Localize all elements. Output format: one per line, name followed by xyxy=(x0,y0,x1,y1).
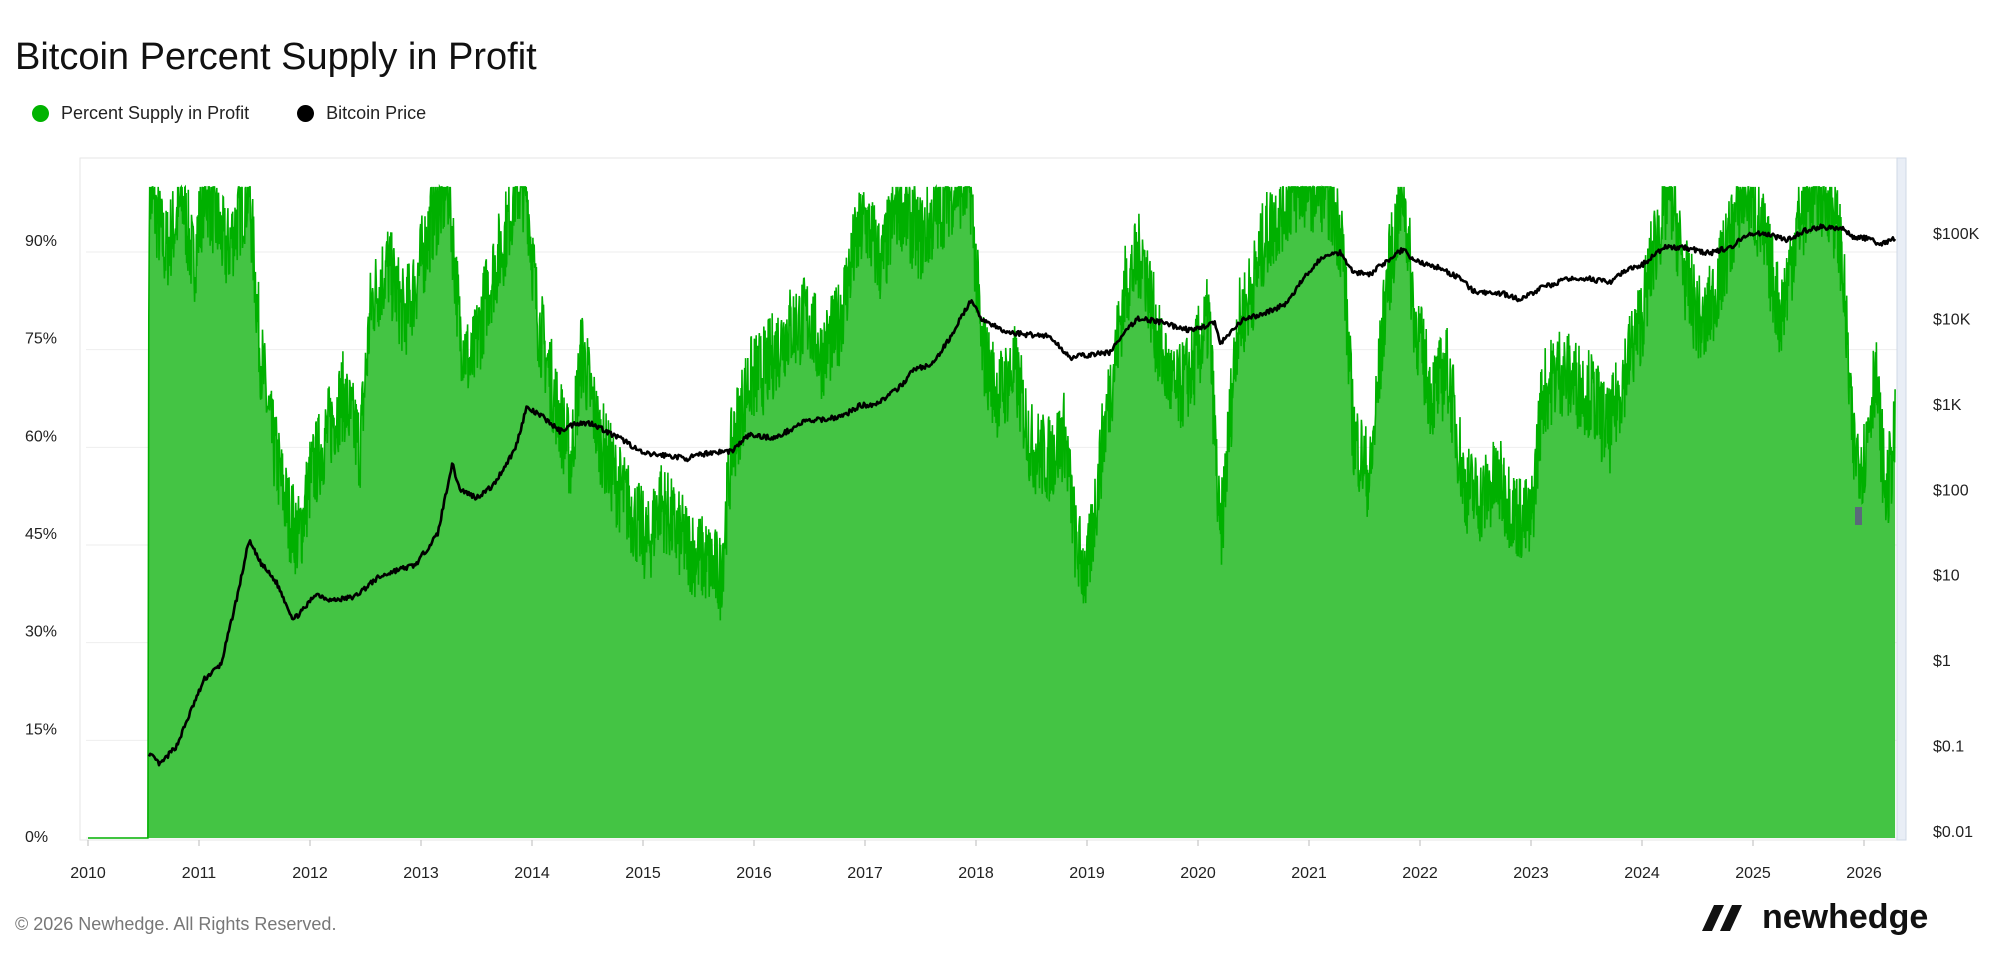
x-tick-label: 2026 xyxy=(1846,865,1882,882)
y-right-tick-label: $1 xyxy=(1933,653,1951,670)
x-tick-label: 2015 xyxy=(625,865,661,882)
x-tick-label: 2017 xyxy=(847,865,883,882)
legend-item-supply-in-profit[interactable]: Percent Supply in Profit xyxy=(32,103,249,124)
x-tick-label: 2024 xyxy=(1624,865,1660,882)
chart-title: Bitcoin Percent Supply in Profit xyxy=(15,36,537,78)
y-right-tick-label: $10K xyxy=(1933,311,1971,328)
y-right-tick-label: $1K xyxy=(1933,397,1962,414)
y-left-tick-label: 60% xyxy=(25,428,57,445)
x-tick-label: 2018 xyxy=(958,865,994,882)
brand-name: newhedge xyxy=(1762,898,1929,936)
y-left-tick-label: 0% xyxy=(25,829,48,846)
brand-logo[interactable]: newhedge xyxy=(1702,898,1928,937)
x-tick-label: 2012 xyxy=(292,865,328,882)
x-tick-label: 2016 xyxy=(736,865,772,882)
x-tick-label: 2019 xyxy=(1069,865,1105,882)
y-right-tick-label: $0.01 xyxy=(1933,824,1973,841)
range-navigator-handle xyxy=(1896,157,1907,841)
legend-label-price: Bitcoin Price xyxy=(326,103,427,123)
footer-copyright: © 2026 Newhedge. All Rights Reserved. xyxy=(15,914,337,934)
y-left-tick-label: 30% xyxy=(25,624,57,641)
bitcoin-price-line xyxy=(147,223,1897,767)
y-right-tick-label: $100 xyxy=(1933,482,1969,499)
x-tick-label: 2010 xyxy=(70,865,106,882)
legend-item-bitcoin-price[interactable]: Bitcoin Price xyxy=(297,103,426,124)
y-left-tick-label: 45% xyxy=(25,526,57,543)
supply-in-profit-line xyxy=(88,183,1896,839)
cursor-marker xyxy=(1855,507,1862,525)
y-left-tick-label: 15% xyxy=(25,721,57,738)
x-tick-label: 2022 xyxy=(1402,865,1438,882)
y-left-tick-label: 90% xyxy=(25,233,57,250)
x-tick-label: 2013 xyxy=(403,865,439,882)
price-legend-dot-icon xyxy=(297,105,315,122)
y-right-tick-label: $10 xyxy=(1933,568,1960,585)
x-tick-label: 2021 xyxy=(1291,865,1327,882)
supply-in-profit-area xyxy=(88,186,1896,838)
x-tick-label: 2023 xyxy=(1513,865,1549,882)
x-tick-label: 2014 xyxy=(514,865,550,882)
x-tick-label: 2025 xyxy=(1735,865,1771,882)
legend: Percent Supply in Profit Bitcoin Price xyxy=(32,103,426,124)
y-right-tick-label: $0.1 xyxy=(1933,739,1964,756)
y-right-tick-label: $100K xyxy=(1933,226,1980,243)
y-left-tick-label: 75% xyxy=(25,331,57,348)
supply-legend-dot-icon xyxy=(32,105,49,122)
legend-label-supply: Percent Supply in Profit xyxy=(61,103,250,123)
newhedge-logo-icon xyxy=(1702,904,1742,931)
x-tick-label: 2011 xyxy=(182,865,217,882)
x-tick-label: 2020 xyxy=(1180,865,1216,882)
